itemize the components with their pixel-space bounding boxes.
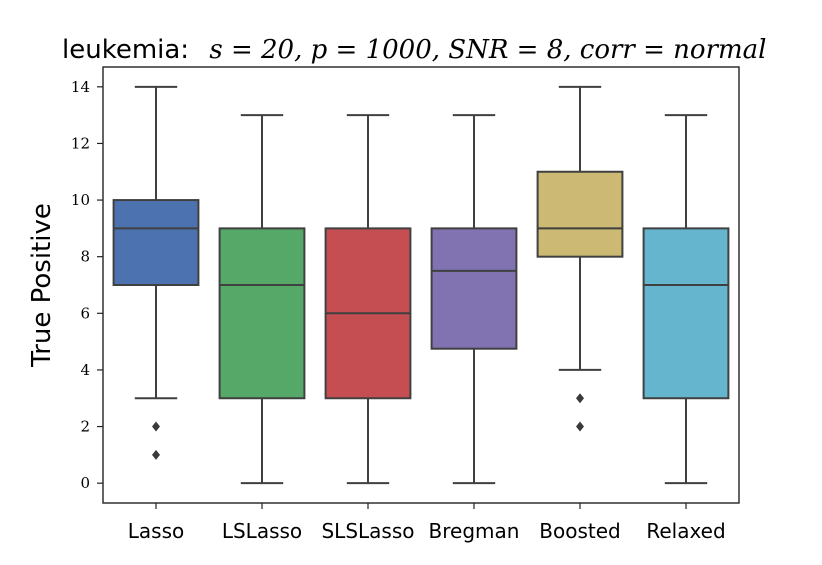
y-tick-label: 2	[80, 418, 90, 436]
outlier-point	[576, 421, 584, 432]
box-relaxed	[642, 227, 730, 400]
y-tick-label: 8	[80, 248, 90, 266]
y-tick-label: 12	[71, 134, 90, 152]
chart-title: leukemia: s = 20, p = 1000, SNR = 8, cor…	[62, 35, 766, 65]
y-tick-label: 6	[80, 304, 90, 322]
x-tick-label: Bregman	[429, 519, 520, 543]
x-tick-label: LSLasso	[222, 519, 302, 543]
x-tick-label: Lasso	[128, 519, 184, 543]
y-tick-label: 4	[80, 361, 90, 379]
axes-frame	[102, 66, 740, 504]
outlier-point	[152, 449, 160, 460]
outlier-point	[152, 421, 160, 432]
outlier-point	[576, 393, 584, 404]
x-tick-label: Boosted	[539, 519, 620, 543]
chart-title-params: s = 20, p = 1000, SNR = 8, corr = normal	[209, 35, 766, 65]
chart-title-dataset: leukemia:	[62, 35, 189, 65]
x-tick-label: Relaxed	[646, 519, 725, 543]
y-axis-label: True Positive	[27, 203, 57, 368]
y-tick-label: 0	[80, 474, 90, 492]
y-tick-label: 10	[71, 191, 90, 209]
box-boosted	[536, 170, 624, 258]
box-lasso	[112, 199, 200, 287]
box-lslasso	[218, 227, 306, 400]
plot-area: 0 2 4 6 8 10 12 14 Lasso LSLasso SLSLasso Bregman Bo…	[71, 78, 730, 543]
box-bregman	[430, 227, 518, 350]
y-tick-label: 14	[71, 78, 90, 96]
x-tick-label: SLSLasso	[321, 519, 414, 543]
